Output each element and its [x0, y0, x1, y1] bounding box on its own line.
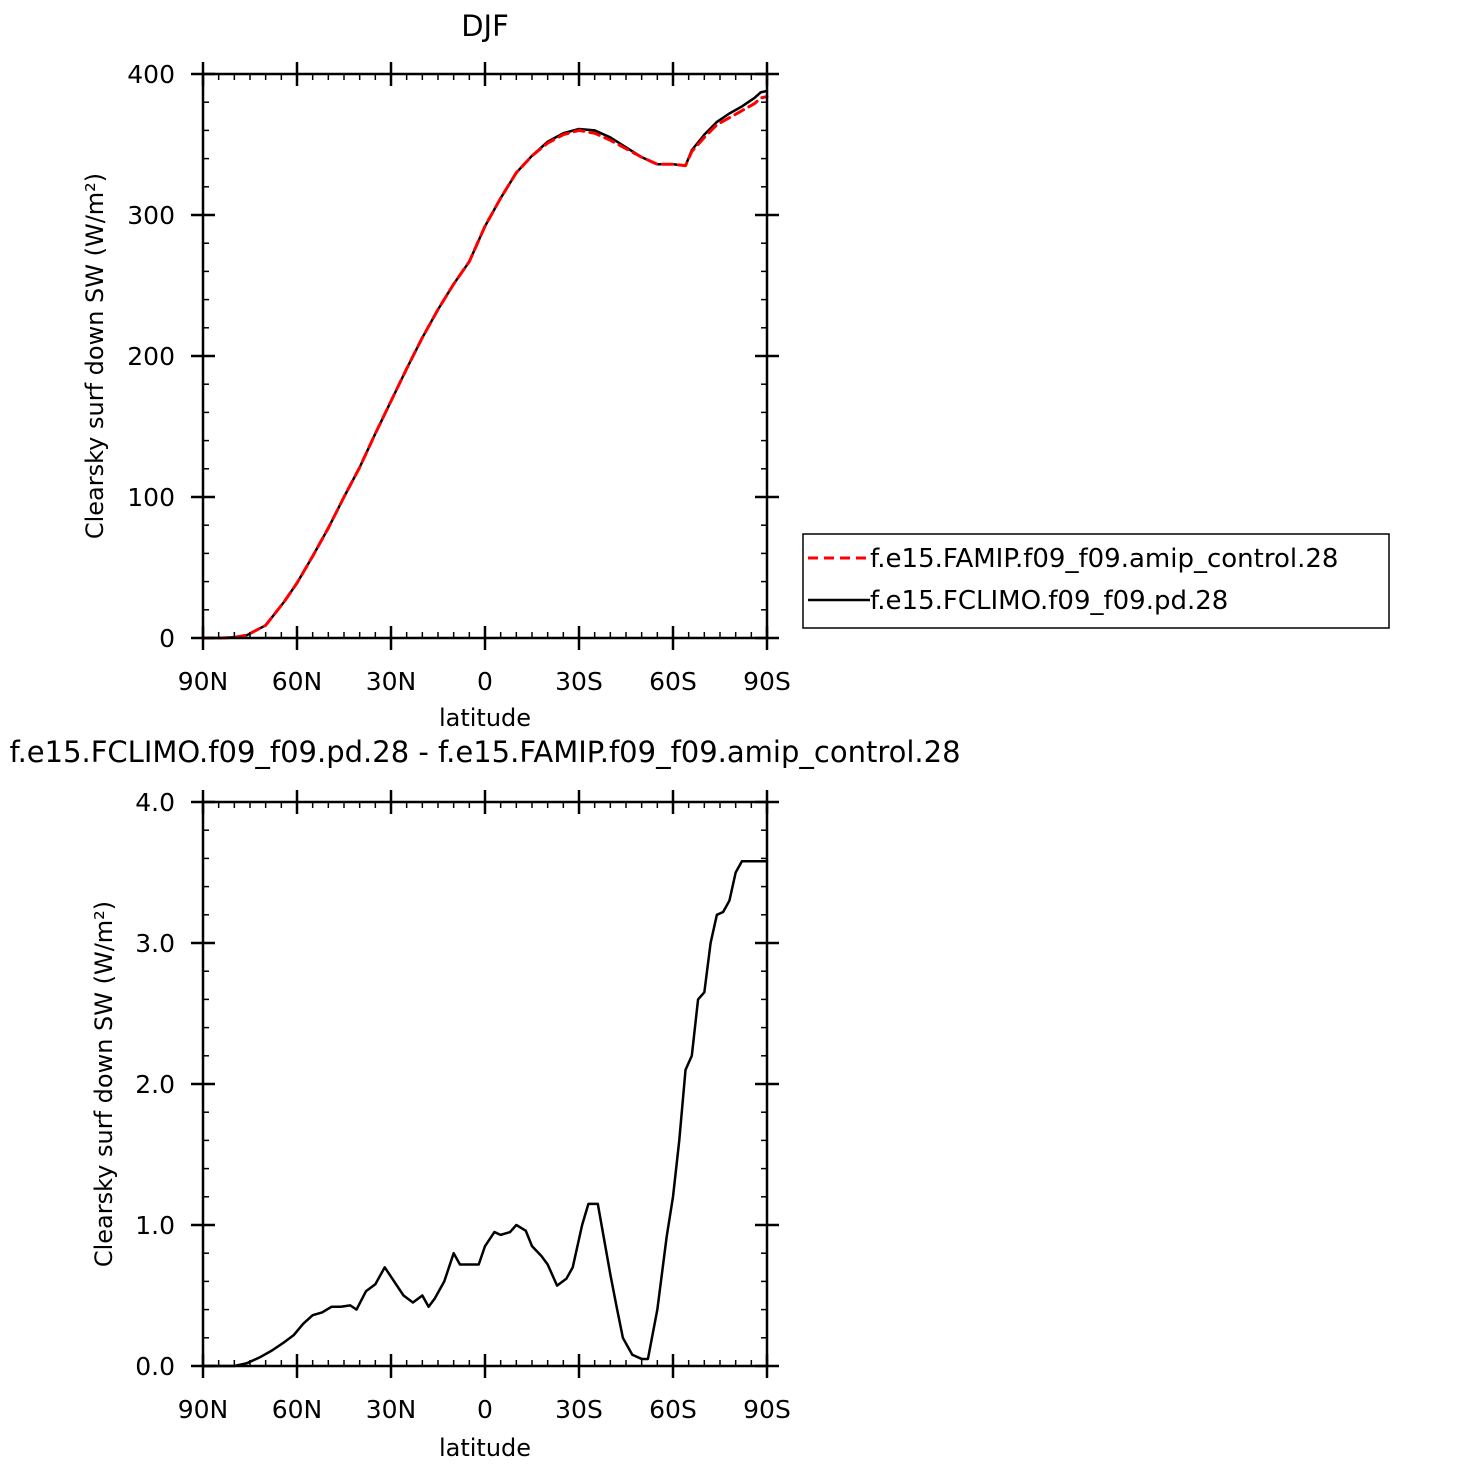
x-tick-label: 0	[477, 1395, 493, 1424]
panel-top-ylabel: Clearsky surf down SW (W/m²)	[81, 173, 109, 539]
y-tick-label: 200	[127, 342, 175, 371]
panel-bottom-xlabel: latitude	[439, 1434, 531, 1462]
x-tick-label: 90N	[178, 667, 229, 696]
panel-bottom-ticks: 90N 60N 30N 0 30S 60S 90S 0.0 1.0 2.0 3.0 4.0	[135, 788, 791, 1424]
x-tick-label: 90N	[178, 1395, 229, 1424]
legend-box	[802, 533, 1390, 629]
series-line-bottom-0	[201, 859, 769, 1368]
series-line-top-0	[201, 95, 769, 640]
x-tick-label: 0	[477, 667, 493, 696]
legend-label-famip: f.e15.FAMIP.f09_f09.amip_control.28	[870, 544, 1338, 574]
x-tick-label: 60N	[272, 667, 323, 696]
x-tick-label: 30N	[366, 667, 417, 696]
series-line-top-1	[201, 89, 769, 640]
panel-bottom-ylabel: Clearsky surf down SW (W/m²)	[90, 901, 118, 1267]
panel-top-frame	[201, 72, 769, 640]
x-tick-label: 90S	[743, 667, 791, 696]
y-tick-label: 0.0	[135, 1352, 175, 1381]
x-tick-label: 60N	[272, 1395, 323, 1424]
x-tick-label: 60S	[649, 1395, 697, 1424]
panel-bottom-frame	[201, 800, 769, 1368]
panel-top-ticks: 90N 60N 30N 0 30S 60S 90S 0 100 200 300 400	[127, 60, 791, 696]
panel-bottom: f.e15.FCLIMO.f09_f09.pd.28 - f.e15.FAMIP…	[9, 735, 960, 1462]
y-tick-label: 2.0	[135, 1070, 175, 1099]
y-tick-label: 300	[127, 201, 175, 230]
y-tick-label: 400	[127, 60, 175, 89]
legend: f.e15.FAMIP.f09_f09.amip_control.28 f.e1…	[802, 533, 1390, 629]
y-tick-label: 4.0	[135, 788, 175, 817]
panel-top-xlabel: latitude	[439, 704, 531, 732]
panel-bottom-series	[201, 859, 769, 1368]
y-tick-label: 100	[127, 483, 175, 512]
panel-top-series	[201, 89, 769, 640]
x-tick-label: 90S	[743, 1395, 791, 1424]
y-tick-label: 1.0	[135, 1211, 175, 1240]
panel-top: DJF 90N 60N 30N 0 30S 60S 90S 0 100 200 300 400 lat…	[81, 9, 791, 732]
legend-label-fclimo: f.e15.FCLIMO.f09_f09.pd.28	[870, 586, 1228, 616]
y-tick-label: 0	[159, 624, 175, 653]
x-tick-label: 60S	[649, 667, 697, 696]
x-tick-label: 30S	[555, 1395, 603, 1424]
y-tick-label: 3.0	[135, 929, 175, 958]
x-tick-label: 30N	[366, 1395, 417, 1424]
panel-top-title: DJF	[461, 9, 509, 43]
panel-bottom-title: f.e15.FCLIMO.f09_f09.pd.28 - f.e15.FAMIP…	[9, 735, 960, 769]
x-tick-label: 30S	[555, 667, 603, 696]
